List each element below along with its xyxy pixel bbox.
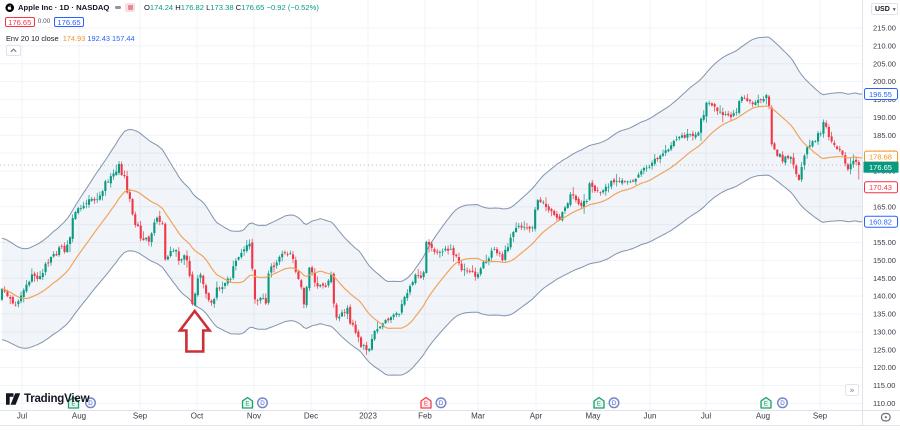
svg-text:Nov: Nov xyxy=(247,412,261,421)
svg-text:Sep: Sep xyxy=(133,412,148,421)
svg-text:205.00: 205.00 xyxy=(873,59,896,68)
svg-text:E: E xyxy=(764,400,768,407)
svg-text:210.00: 210.00 xyxy=(873,42,896,51)
svg-text:140.00: 140.00 xyxy=(873,292,896,301)
svg-text:Dec: Dec xyxy=(304,412,318,421)
svg-text:Apr: Apr xyxy=(530,412,543,421)
svg-text:150.00: 150.00 xyxy=(873,256,896,265)
svg-text:Jul: Jul xyxy=(701,412,711,421)
svg-text:155.00: 155.00 xyxy=(873,238,896,247)
svg-text:145.00: 145.00 xyxy=(873,274,896,283)
svg-text:May: May xyxy=(585,412,600,421)
svg-text:Aug: Aug xyxy=(756,412,770,421)
svg-text:165.00: 165.00 xyxy=(873,202,896,211)
svg-text:130.00: 130.00 xyxy=(873,328,896,337)
svg-text:»: » xyxy=(850,386,855,395)
svg-text:E: E xyxy=(71,400,75,407)
svg-text:D: D xyxy=(88,400,93,407)
svg-text:Mar: Mar xyxy=(471,412,485,421)
svg-text:178.68: 178.68 xyxy=(869,152,892,161)
svg-text:Sep: Sep xyxy=(813,412,828,421)
svg-text:200.00: 200.00 xyxy=(873,77,896,86)
svg-text:Oct: Oct xyxy=(191,412,204,421)
svg-text:D: D xyxy=(260,400,265,407)
svg-text:196.55: 196.55 xyxy=(869,90,892,99)
svg-text:176.65: 176.65 xyxy=(869,163,892,172)
svg-text:E: E xyxy=(597,400,601,407)
svg-text:120.00: 120.00 xyxy=(873,363,896,372)
svg-text:E: E xyxy=(424,400,428,407)
svg-text:Jun: Jun xyxy=(644,412,657,421)
svg-text:115.00: 115.00 xyxy=(873,381,895,390)
svg-text:125.00: 125.00 xyxy=(873,345,896,354)
svg-text:215.00: 215.00 xyxy=(873,24,896,33)
svg-text:Feb: Feb xyxy=(418,412,432,421)
svg-text:160.82: 160.82 xyxy=(869,218,892,227)
svg-text:D: D xyxy=(780,400,785,407)
svg-text:190.00: 190.00 xyxy=(873,113,896,122)
svg-text:D: D xyxy=(612,400,617,407)
svg-text:D: D xyxy=(439,400,444,407)
svg-text:E: E xyxy=(245,400,249,407)
svg-text:110.00: 110.00 xyxy=(873,399,895,408)
svg-text:Jul: Jul xyxy=(17,412,27,421)
svg-text:185.00: 185.00 xyxy=(873,131,896,140)
svg-text:135.00: 135.00 xyxy=(873,310,896,319)
svg-text:Aug: Aug xyxy=(72,412,86,421)
svg-text:2023: 2023 xyxy=(359,412,377,421)
svg-text:170.43: 170.43 xyxy=(869,183,892,192)
